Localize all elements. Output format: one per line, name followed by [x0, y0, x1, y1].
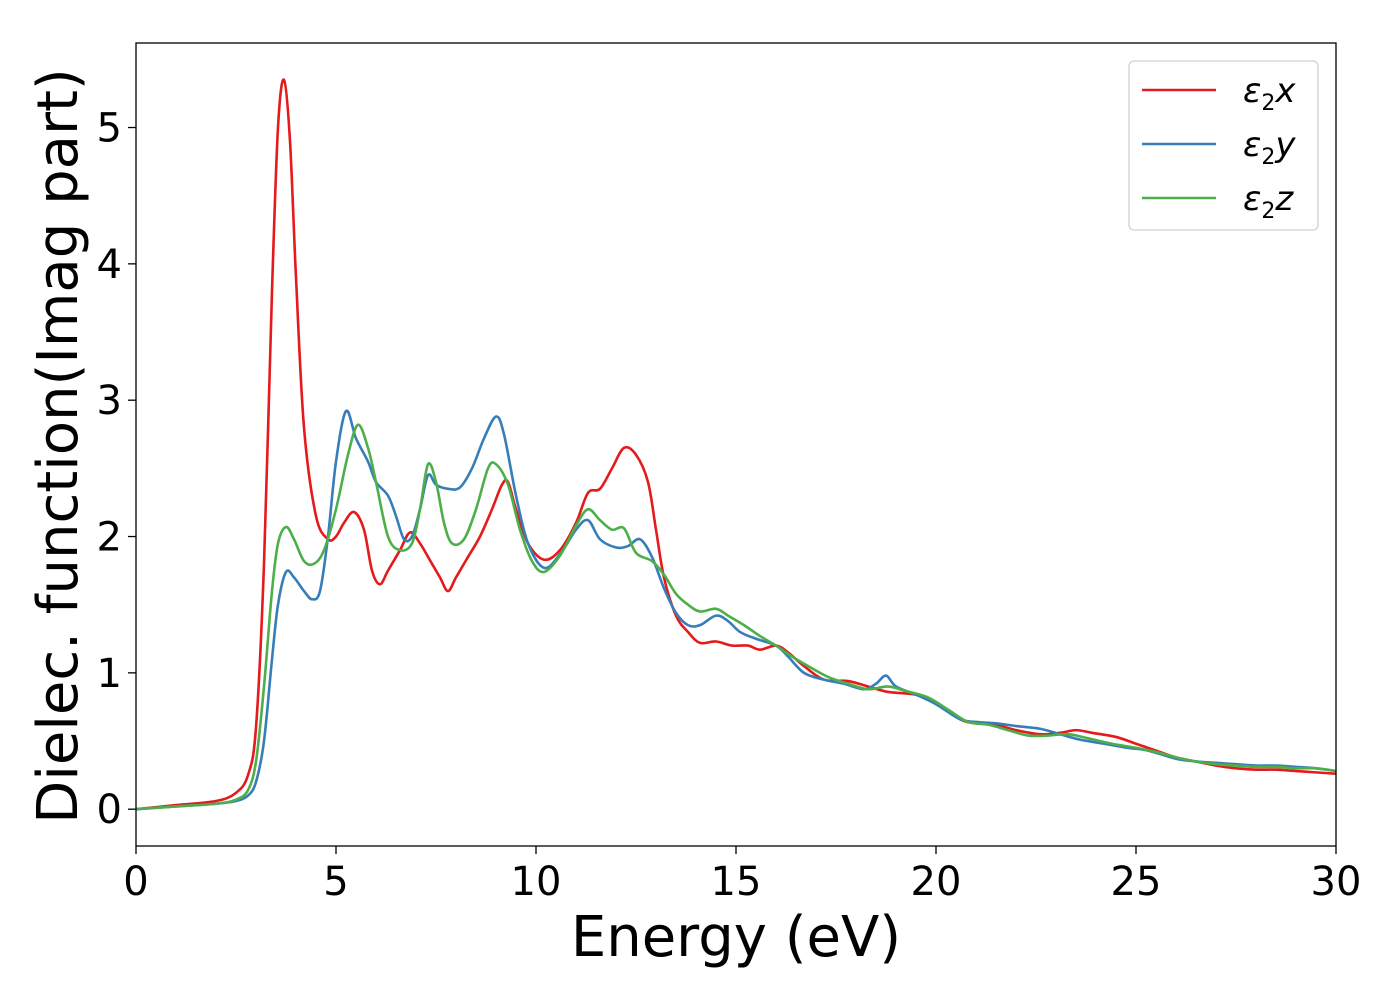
x-axis-label: Energy (eV) — [571, 905, 901, 970]
y-tick-label: 3 — [97, 378, 122, 424]
legend-box — [1128, 60, 1319, 231]
x-tick-label: 0 — [123, 859, 148, 905]
x-axis-ticks: 0 5 10 15 20 25 30 — [123, 846, 1361, 905]
y-tick-label: 0 — [97, 787, 122, 833]
x-tick-label: 25 — [1111, 859, 1162, 905]
y-tick-label: 4 — [97, 242, 122, 288]
series-line-z — [135, 423, 1337, 811]
y-tick-label: 2 — [97, 515, 122, 561]
legend: ε2x ε2y ε2z — [1128, 60, 1319, 231]
x-tick-label: 30 — [1311, 859, 1362, 905]
y-axis-label: Dielec. function(Imag part) — [26, 68, 91, 824]
y-tick-label: 5 — [97, 106, 122, 152]
legend-label-x: ε2x — [1243, 71, 1296, 116]
series-line-y — [135, 409, 1337, 811]
y-tick-label: 1 — [97, 651, 122, 697]
x-tick-label: 10 — [511, 859, 562, 905]
y-axis-ticks: 0 1 2 3 4 5 — [97, 106, 136, 833]
plot-lines — [135, 78, 1337, 811]
x-tick-label: 20 — [911, 859, 962, 905]
x-tick-label: 5 — [323, 859, 348, 905]
legend-label-z: ε2z — [1243, 179, 1294, 224]
legend-label-y: ε2y — [1243, 125, 1296, 170]
x-tick-label: 15 — [711, 859, 762, 905]
